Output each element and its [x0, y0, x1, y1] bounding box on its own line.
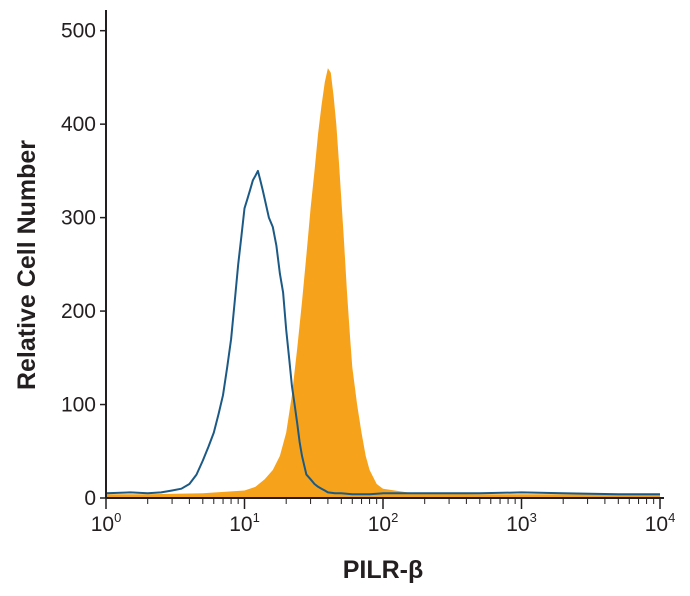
x-tick-exponent: 1	[253, 510, 260, 525]
y-tick-label: 0	[84, 487, 96, 510]
x-tick-label: 104	[645, 510, 676, 536]
x-tick-exponent: 0	[114, 510, 121, 525]
x-tick-label: 101	[229, 510, 260, 536]
x-tick-label: 100	[91, 510, 122, 536]
y-tick-label: 300	[61, 207, 96, 230]
y-tick-label: 500	[61, 20, 96, 43]
y-tick-label: 200	[61, 300, 96, 323]
y-axis-title: Relative Cell Number	[13, 140, 41, 390]
x-tick-label: 102	[368, 510, 399, 536]
x-tick-exponent: 2	[391, 510, 398, 525]
x-axis-ticks: 100 101 102 103 104	[91, 498, 676, 536]
y-tick-label: 400	[61, 113, 96, 136]
x-axis-title: PILR-β	[343, 556, 424, 584]
outline-histogram	[105, 169, 660, 496]
axes	[105, 10, 664, 499]
y-axis-ticks: 0 100 200 300 400 500	[61, 20, 106, 510]
y-tick-label: 100	[61, 394, 96, 417]
filled-histogram	[106, 68, 660, 498]
x-tick-label: 103	[506, 510, 537, 536]
x-tick-exponent: 3	[530, 510, 537, 525]
histogram-series	[105, 68, 660, 498]
x-tick-exponent: 4	[668, 510, 675, 525]
